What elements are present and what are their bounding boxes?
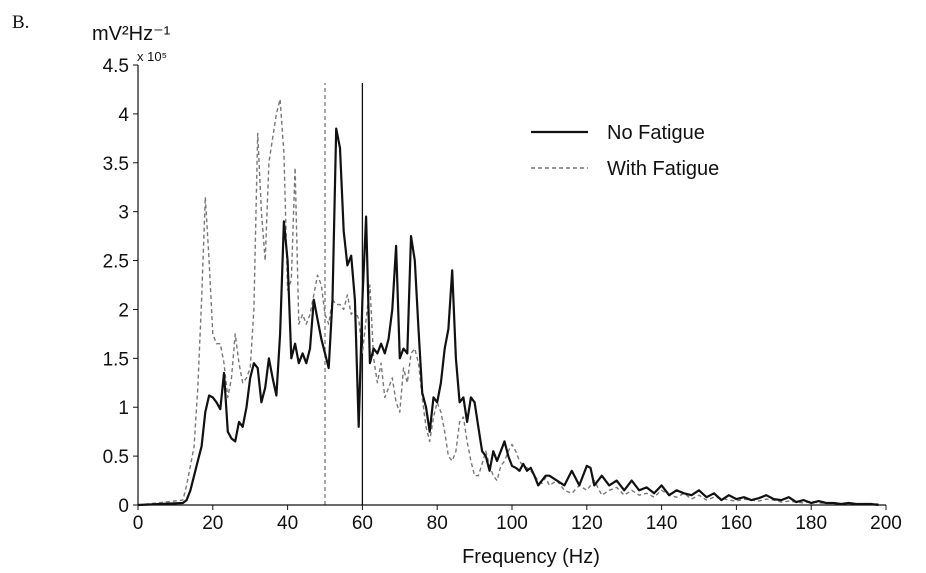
unit-label: mV²Hz⁻¹ [92,23,171,45]
x-tick-label-0: 0 [133,513,144,534]
series-layer [137,98,879,507]
series-line-no-fatigue [137,127,879,507]
series-line-with-fatigue [137,98,879,506]
x-tick-label-80: 80 [427,513,448,534]
multiplier-label: x 10⁵ [137,49,167,64]
y-tick-label-4: 2 [118,300,129,321]
y-tick-label-8: 4 [118,105,129,126]
y-tick-label-5: 2.5 [103,252,129,273]
legend-label-1: With Fatigue [607,158,719,180]
panel-label: B. [12,12,29,33]
x-tick-label-180: 180 [795,513,827,534]
x-axis-title: Frequency (Hz) [462,546,600,568]
y-tick-label-2: 1 [118,398,129,419]
x-tick-label-140: 140 [646,513,678,534]
x-tick-label-120: 120 [571,513,603,534]
y-tick-label-0: 0 [118,496,129,517]
x-tick-label-40: 40 [277,513,298,534]
x-tick-label-200: 200 [870,513,902,534]
legend-label-0: No Fatigue [607,122,705,144]
x-tick-label-100: 100 [496,513,528,534]
x-tick-label-160: 160 [721,513,753,534]
y-ticks: 0 0.5 1 1.5 2 2.5 3 3.5 4 4.5 [103,56,138,517]
reference-lines [324,83,364,505]
legend: No Fatigue With Fatigue [531,122,719,180]
y-tick-label-3: 1.5 [103,349,129,370]
y-tick-label-7: 3.5 [103,154,129,175]
y-tick-label-1: 0.5 [103,447,129,468]
x-tick-label-60: 60 [352,513,373,534]
x-tick-label-20: 20 [202,513,223,534]
y-tick-label-6: 3 [118,203,129,224]
x-ticks: 0 20 40 60 80 100 120 140 160 180 200 [133,505,902,534]
y-tick-label-9: 4.5 [103,56,129,77]
